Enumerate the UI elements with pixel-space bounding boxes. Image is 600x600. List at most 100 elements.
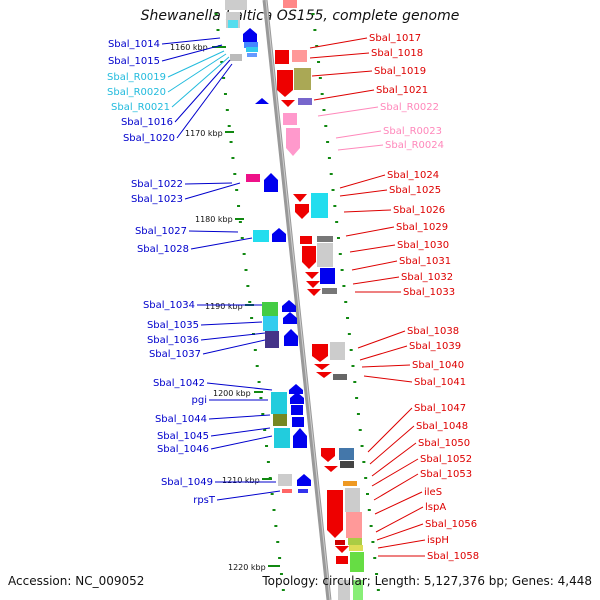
gene-label: Sbal_1032 (401, 272, 453, 283)
gene-label: Sbal_1053 (420, 469, 472, 480)
leader-line (313, 89, 375, 101)
gene-label: Sbal_1024 (387, 170, 439, 181)
leader-line (176, 63, 233, 139)
coordinate-label: 1220 kbp (228, 563, 266, 572)
map-title: Shewanella baltica OS155, complete genom… (140, 8, 460, 24)
gene-label: Sbal_1014 (108, 39, 160, 50)
leader-line (363, 375, 413, 383)
leader-line (208, 414, 271, 420)
leader-line (188, 230, 239, 233)
gene-block (246, 174, 260, 182)
gene-block (246, 47, 258, 52)
gene-block (278, 474, 292, 486)
axis-tick-marks (214, 13, 380, 591)
gene-block (253, 230, 269, 242)
gene-arrow (335, 546, 349, 553)
leader-line (351, 260, 398, 271)
gene-block (317, 236, 333, 242)
gene-arrow (321, 448, 335, 462)
gene-block (340, 461, 354, 468)
gene-block (275, 50, 289, 64)
gene-arrow (290, 392, 304, 404)
gene-block (283, 113, 297, 125)
gene-label: Sbal_1025 (389, 185, 441, 196)
leader-line (167, 50, 225, 78)
gene-block (283, 0, 297, 8)
gene-label: Sbal_R0023 (383, 126, 442, 137)
gene-block (244, 42, 258, 48)
gene-label: Sbal_1036 (147, 335, 199, 346)
gene-label: Sbal_1056 (425, 519, 477, 530)
gene-label: Sbal_1050 (418, 438, 470, 449)
leader-line (202, 339, 266, 355)
gene-block (298, 489, 308, 493)
gene-label: Sbal_1023 (131, 194, 183, 205)
gene-label: Sbal_1015 (108, 56, 160, 67)
gene-block (333, 374, 347, 380)
gene-arrow (283, 312, 297, 324)
leader-line (161, 37, 221, 45)
leader-line (171, 56, 230, 108)
gene-block (317, 243, 333, 267)
gene-block (291, 405, 303, 415)
gene-block (262, 302, 278, 316)
gene-arrow (293, 428, 307, 448)
right-strand-features (275, 50, 364, 600)
gene-label: Sbal_1034 (143, 300, 195, 311)
leader-line (190, 237, 253, 250)
gene-block (271, 392, 287, 414)
leader-line (367, 407, 413, 453)
gene-label: Sbal_1041 (414, 377, 466, 388)
leader-line (184, 182, 241, 200)
gene-block (247, 53, 257, 57)
leader-line (309, 52, 370, 59)
gene-block (228, 20, 238, 28)
gene-label: Sbal_1039 (409, 341, 461, 352)
leader-line (216, 490, 281, 501)
coordinate-labels: 1160 kbp 1170 kbp 1180 kbp 1190 kbp 1200 kbp… (170, 43, 280, 572)
gene-label: Sbal_1040 (412, 360, 464, 371)
gene-label: Sbal_1027 (135, 226, 187, 237)
gene-arrow (277, 70, 293, 97)
gene-label: Sbal_1028 (137, 244, 189, 255)
gene-block (343, 481, 357, 486)
gene-label: Sbal_1031 (399, 256, 451, 267)
gene-label: Sbal_1016 (121, 117, 173, 128)
gene-arrow (282, 300, 296, 312)
gene-label: Sbal_1052 (420, 454, 472, 465)
gene-label: Sbal_1048 (416, 421, 468, 432)
gene-arrow (316, 372, 332, 378)
gene-arrow (281, 100, 295, 107)
gene-arrow (243, 28, 257, 42)
gene-block (353, 580, 363, 600)
coordinate-label: 1180 kbp (195, 215, 233, 224)
gene-arrow (264, 173, 278, 192)
coordinate-label: 1210 kbp (222, 476, 260, 485)
coordinate-label: 1160 kbp (170, 43, 208, 52)
gene-arrow (314, 364, 330, 370)
gene-label: Sbal_1038 (407, 326, 459, 337)
accession-text: Accession: NC_009052 (8, 574, 145, 588)
gene-block (335, 540, 345, 545)
gene-block (265, 331, 279, 348)
left-gene-labels: Sbal_1014 Sbal_1015 Sbal_R0019 Sbal_R0020 Sb… (107, 39, 216, 506)
gene-label: ileS (424, 487, 442, 498)
gene-label: Sbal_1042 (153, 378, 205, 389)
gene-block (336, 556, 348, 564)
gene-block (349, 545, 363, 551)
gene-label: ispH (427, 535, 449, 546)
gene-arrow (324, 466, 338, 472)
gene-block (225, 0, 247, 10)
leader-line (167, 53, 227, 93)
gene-arrow (306, 281, 320, 288)
leader-line (369, 425, 415, 465)
leader-line (352, 276, 400, 285)
gene-label: rpsT (193, 495, 216, 506)
gene-label: Sbal_1049 (161, 477, 213, 488)
leader-line (200, 321, 263, 326)
gene-label: Sbal_1018 (371, 48, 423, 59)
gene-label: Sbal_R0021 (111, 102, 170, 113)
gene-label: Sbal_1047 (414, 403, 466, 414)
gene-block (263, 316, 278, 331)
